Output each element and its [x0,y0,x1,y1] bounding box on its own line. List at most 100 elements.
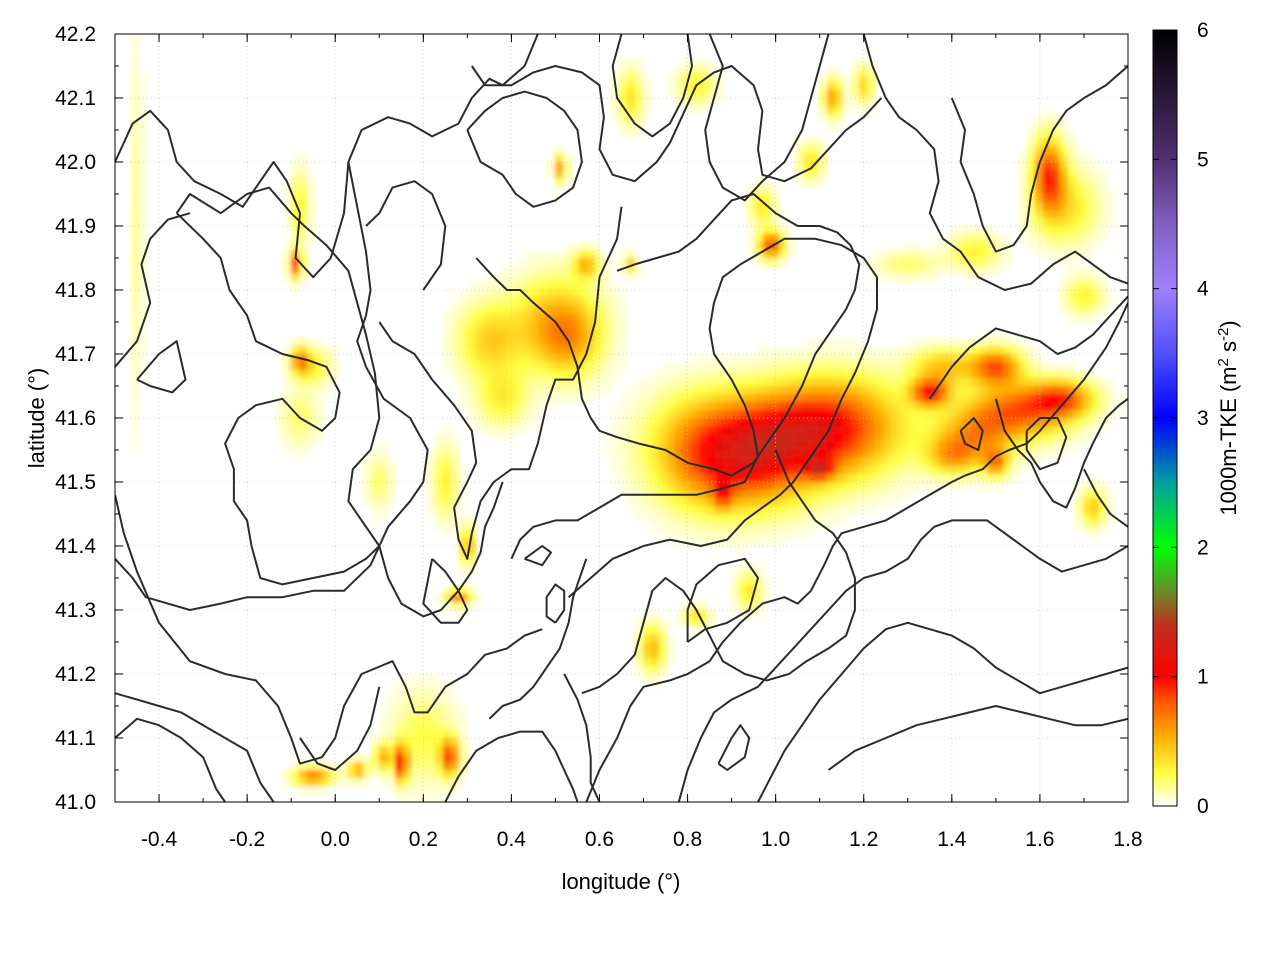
heat-cell [635,506,644,515]
heat-cell [731,386,740,395]
heat-cell [1099,514,1108,523]
heat-cell [651,394,660,403]
heat-cell [1075,266,1084,275]
heat-cell [1083,154,1092,163]
heat-cell [563,386,572,395]
heat-cell [467,554,476,563]
heat-cell [283,266,292,275]
heat-cell [859,370,868,379]
heat-cell [459,386,468,395]
heat-cell [131,314,140,323]
heat-cell [451,714,460,723]
heat-cell [707,498,716,507]
heat-cell [907,426,916,435]
heat-cell [979,386,988,395]
heat-cell [963,402,972,411]
heat-cell [907,418,916,427]
heat-cell [139,106,148,115]
y-tick-label: 41.6 [55,407,96,430]
heat-cell [611,362,620,371]
heat-cell [435,474,444,483]
heat-cell [939,378,948,387]
heat-cell [395,746,404,755]
heat-cell [1099,282,1108,291]
heat-cell [563,394,572,403]
heat-cell [635,474,644,483]
heat-cell [635,426,644,435]
heat-cell [611,370,620,379]
heat-cell [835,418,844,427]
heat-cell [467,338,476,347]
heat-cell [1107,394,1116,403]
heat-cell [1067,442,1076,451]
heat-cell [691,74,700,83]
heat-cell [603,266,612,275]
heat-cell [1099,298,1108,307]
heat-cell [1043,186,1052,195]
heat-cell [539,402,548,411]
heat-cell [651,450,660,459]
heat-cell [1027,178,1036,187]
heat-cell [803,530,812,539]
heat-cell [459,378,468,387]
heat-cell [819,74,828,83]
heat-cell [131,90,140,99]
heat-cell [403,786,412,795]
heat-cell [899,458,908,467]
heat-cell [1051,194,1060,203]
heat-cell [451,498,460,507]
heat-cell [1091,218,1100,227]
heat-cell [747,234,756,243]
heat-cell [139,154,148,163]
heat-cell [747,426,756,435]
heat-cell [1035,242,1044,251]
heat-cell [563,314,572,323]
heat-cell [1035,130,1044,139]
x-tick-labels: -0.4 -0.2 0.0 0.2 0.4 0.6 0.8 1.0 1.2 1.4 1.6 1.8 [141,828,1143,851]
heat-cell [643,482,652,491]
heat-cell [1067,282,1076,291]
heat-cell [523,410,532,419]
heat-cell [699,458,708,467]
heat-cell [1083,410,1092,419]
heat-cell [707,522,716,531]
heat-cell [1075,434,1084,443]
heat-cell [1107,202,1116,211]
heat-cell [1035,418,1044,427]
heat-cell [555,386,564,395]
heat-cell [899,410,908,419]
heat-cell [747,514,756,523]
terrain-contour-line [115,494,543,765]
heat-cell [467,306,476,315]
heat-cell [443,354,452,363]
heat-cell [515,322,524,331]
heat-cell [1035,410,1044,419]
heat-cell [547,298,556,307]
heat-cell [899,378,908,387]
heat-cell [875,466,884,475]
heat-cell [939,346,948,355]
heat-cell [571,394,580,403]
heat-cell [715,482,724,491]
heat-cell [987,434,996,443]
heat-cell [883,402,892,411]
heat-cell [371,506,380,515]
heat-cell [587,242,596,251]
heat-cell [611,98,620,107]
heat-cell [891,362,900,371]
heat-cell [387,466,396,475]
heat-cell [635,418,644,427]
heat-cell [459,394,468,403]
heat-cell [523,394,532,403]
heat-cell [659,498,668,507]
heat-cell [475,402,484,411]
heat-cell [659,530,668,539]
heat-cell [899,434,908,443]
heat-cell [515,402,524,411]
heat-cell [955,410,964,419]
heat-cell [611,378,620,387]
heat-cell [435,754,444,763]
heat-cell [339,762,348,771]
heat-cell [691,90,700,99]
heat-cell [835,498,844,507]
